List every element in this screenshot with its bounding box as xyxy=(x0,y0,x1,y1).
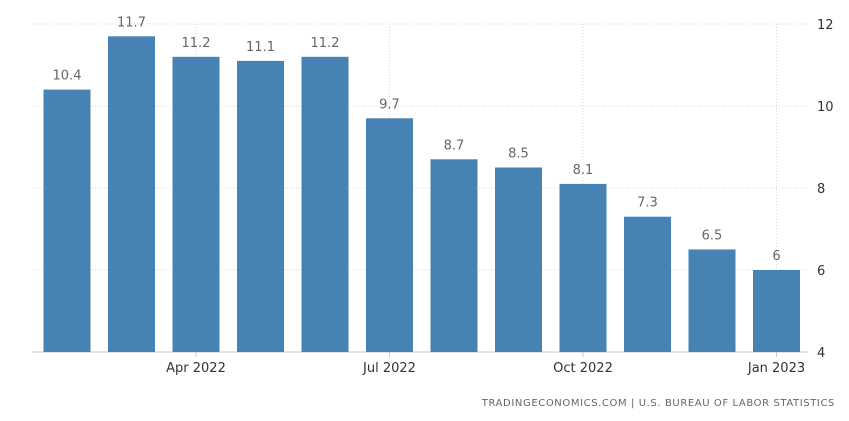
bar xyxy=(559,183,607,352)
data-labels: 10.4 11.7 11.2 11.1 11.2 9.7 8.7 8.5 8.1 7.3 6.5 6 xyxy=(53,15,781,264)
bar xyxy=(688,249,736,352)
bar-value-label: 11.7 xyxy=(117,15,146,30)
bar-value-label: 8.1 xyxy=(573,163,594,178)
bar-value-label: 8.5 xyxy=(508,147,529,162)
y-tick-label: 8 xyxy=(817,182,825,197)
y-tick-label: 4 xyxy=(817,346,825,361)
bar-value-label: 6.5 xyxy=(702,229,723,244)
y-tick-label: 12 xyxy=(817,18,834,33)
bar xyxy=(430,159,478,352)
bar xyxy=(237,60,284,353)
bar-value-label: 6 xyxy=(772,249,780,264)
bar xyxy=(43,89,91,352)
x-axis: Apr 2022 Jul 2022 Oct 2022 Jan 2023 xyxy=(166,352,805,376)
bar xyxy=(495,167,542,352)
x-tick-label: Jul 2022 xyxy=(362,361,416,376)
bar-value-label: 11.2 xyxy=(311,36,340,51)
bar-value-label: 11.2 xyxy=(182,36,211,51)
bar-value-label: 8.7 xyxy=(444,138,465,153)
bar xyxy=(366,118,413,352)
bar xyxy=(753,270,800,352)
bar xyxy=(172,56,220,353)
bars xyxy=(43,36,800,353)
y-tick-label: 10 xyxy=(817,100,834,115)
y-axis: 4 6 8 10 12 xyxy=(817,18,834,361)
bar xyxy=(301,56,349,353)
bar-value-label: 9.7 xyxy=(379,97,400,112)
source-attribution: TRADINGECONOMICS.COM | U.S. BUREAU OF LA… xyxy=(481,398,835,409)
bar-value-label: 11.1 xyxy=(246,40,275,55)
y-tick-label: 6 xyxy=(817,264,825,279)
bar-value-label: 7.3 xyxy=(637,196,658,211)
bar-value-label: 10.4 xyxy=(53,69,82,84)
x-tick-label: Apr 2022 xyxy=(166,361,226,376)
bar xyxy=(624,216,671,352)
x-tick-label: Jan 2023 xyxy=(747,361,805,376)
bar xyxy=(108,36,155,353)
x-tick-label: Oct 2022 xyxy=(553,361,613,376)
